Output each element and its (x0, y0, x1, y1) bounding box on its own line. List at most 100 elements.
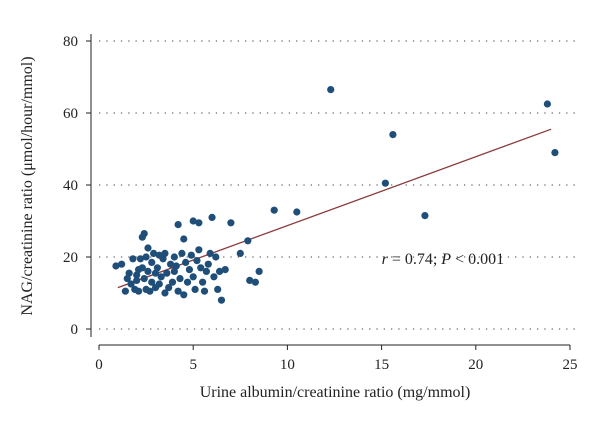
data-point (151, 269, 160, 277)
y-tick-label: 60 (63, 106, 78, 122)
data-point (227, 219, 235, 227)
data-point (178, 249, 186, 257)
data-point (159, 255, 167, 263)
data-point (187, 251, 195, 259)
data-point (157, 273, 165, 281)
data-point (140, 230, 148, 238)
data-point (166, 260, 175, 268)
data-point (174, 221, 182, 229)
data-point (127, 280, 135, 288)
data-point (185, 266, 194, 274)
data-point (134, 287, 143, 295)
data-point (180, 291, 188, 299)
data-point (125, 269, 133, 277)
data-point (176, 275, 184, 283)
data-point (199, 278, 207, 286)
data-point (165, 284, 173, 292)
data-point (214, 285, 222, 293)
x-tick-label: 20 (468, 357, 483, 373)
data-point (146, 287, 154, 295)
data-point (421, 212, 429, 220)
tick-labels: 0 20 40 60 80 0 5 10 15 20 25 (63, 34, 578, 373)
data-point (136, 255, 145, 263)
data-point (327, 86, 335, 94)
data-point (170, 253, 178, 261)
data-point (129, 255, 137, 263)
data-point (144, 267, 152, 275)
data-point (150, 249, 158, 257)
data-point (180, 235, 188, 243)
data-point (172, 262, 180, 270)
y-tick-label: 20 (63, 250, 78, 266)
correlation-annotation: r = 0.74; P < 0.001 (382, 251, 505, 268)
data-points (112, 86, 559, 304)
x-tick-label: 15 (374, 357, 389, 373)
data-point (133, 271, 141, 279)
data-point (189, 217, 197, 225)
data-point (202, 267, 210, 275)
data-point (161, 289, 169, 297)
x-axis-title: Urine albumin/creatinine ratio (mg/mmol) (200, 384, 471, 401)
data-point (183, 278, 192, 286)
data-point (182, 258, 190, 266)
y-tick-label: 40 (63, 178, 78, 194)
y-tick-label: 0 (71, 322, 79, 338)
data-point (193, 257, 201, 265)
data-point (123, 275, 131, 283)
data-point (153, 264, 162, 272)
data-point (170, 267, 178, 275)
data-point (133, 276, 141, 284)
regression-line (117, 128, 552, 289)
data-point (191, 285, 199, 293)
data-point (255, 267, 263, 275)
data-point (210, 273, 218, 281)
data-point (270, 206, 278, 214)
data-point (215, 267, 224, 275)
data-point (244, 237, 252, 245)
data-point (112, 262, 120, 270)
x-tick-label: 0 (95, 357, 103, 373)
data-point (144, 244, 152, 252)
x-tick-label: 25 (563, 357, 578, 373)
data-point (246, 276, 254, 284)
data-point (389, 131, 397, 139)
data-point (163, 269, 171, 277)
data-point (138, 264, 146, 272)
data-point (118, 260, 126, 268)
data-point (293, 208, 301, 216)
p-symbol: P (440, 251, 451, 268)
y-axis-title: NAG/creatinine ratio (μmol/hour/mmol) (19, 56, 36, 315)
data-point (195, 246, 203, 254)
data-point (174, 287, 182, 295)
data-point (121, 287, 129, 295)
data-point (204, 260, 212, 268)
p-value-text: < 0.001 (451, 251, 504, 268)
data-point (381, 179, 389, 187)
y-tick-label: 80 (63, 34, 78, 50)
data-point (221, 266, 229, 274)
data-point (543, 100, 551, 108)
r-value-text: = 0.74; (388, 251, 441, 268)
data-point (168, 278, 177, 286)
data-point (551, 149, 559, 157)
x-tick-label: 10 (280, 357, 295, 373)
data-point (148, 278, 156, 286)
data-point (212, 253, 220, 261)
data-point (189, 273, 197, 281)
data-point (206, 249, 214, 257)
data-point (200, 287, 209, 295)
data-point (236, 249, 244, 257)
data-point (142, 253, 150, 261)
data-point (140, 275, 148, 283)
data-point (161, 249, 169, 257)
r-symbol: r (382, 251, 389, 268)
data-point (148, 258, 156, 266)
data-point (251, 278, 259, 286)
data-point (208, 213, 216, 221)
data-point (217, 296, 226, 304)
x-tick-label: 5 (189, 357, 197, 373)
data-point (197, 264, 205, 272)
axis-ticks (86, 40, 571, 350)
